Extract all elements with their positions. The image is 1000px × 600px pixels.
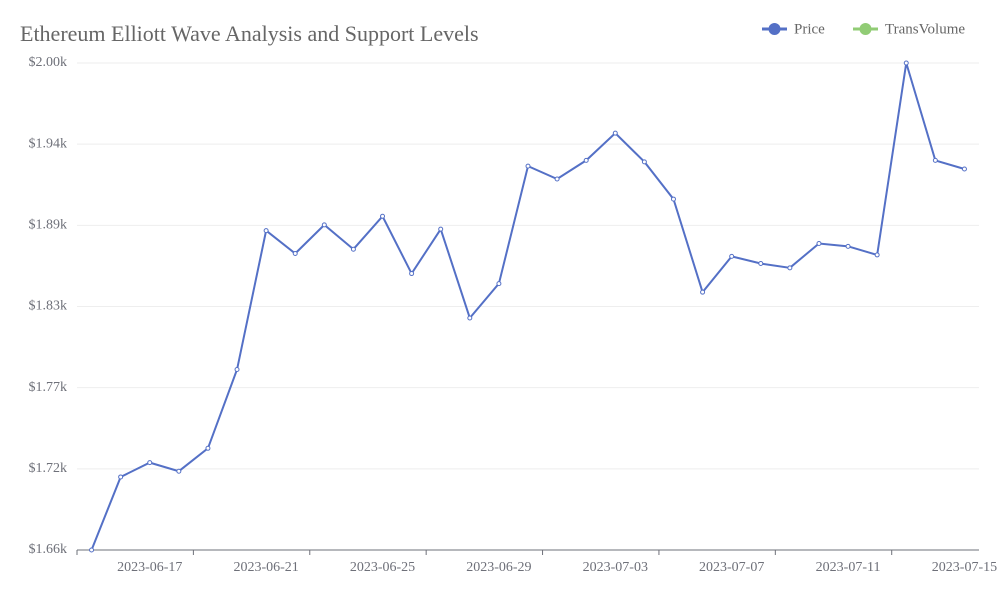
x-tick-label: 2023-06-21 [233, 560, 298, 575]
point [874, 252, 880, 258]
point [321, 222, 327, 228]
point [234, 367, 240, 373]
point [787, 265, 793, 271]
x-tick-label: 2023-06-25 [350, 560, 415, 575]
point [583, 157, 589, 163]
point [380, 213, 386, 219]
point [961, 166, 967, 172]
legend-label[interactable]: TransVolume [885, 21, 965, 37]
point [554, 176, 560, 182]
legend-dot[interactable] [859, 23, 872, 35]
point [729, 253, 735, 259]
y-tick-label: $1.66k [29, 542, 68, 557]
x-tick-label: 2023-07-07 [699, 560, 764, 575]
point [118, 474, 124, 480]
point [670, 196, 676, 202]
point [816, 240, 822, 246]
point [147, 460, 153, 466]
y-tick-label: $1.77k [29, 380, 68, 395]
point [903, 60, 909, 66]
legend-label[interactable]: Price [794, 21, 825, 37]
point [932, 157, 938, 163]
x-tick-label: 2023-07-11 [816, 560, 881, 575]
point [350, 246, 356, 252]
y-tick-label: $1.89k [29, 218, 68, 233]
y-tick-label: $1.94k [29, 136, 68, 151]
point [89, 547, 95, 553]
chart-title: Ethereum Elliott Wave Analysis and Suppo… [20, 21, 479, 46]
x-tick-label: 2023-07-03 [583, 560, 648, 575]
point [845, 243, 851, 249]
point [525, 163, 531, 169]
point [409, 271, 415, 277]
point [641, 159, 647, 165]
y-tick-label: $1.72k [29, 461, 68, 476]
point [292, 251, 298, 257]
y-tick-label: $2.00k [29, 55, 68, 70]
point [438, 226, 444, 232]
point [467, 315, 473, 321]
x-tick-label: 2023-06-29 [466, 560, 531, 575]
x-tick-label: 2023-07-15 [932, 560, 997, 575]
point [758, 261, 764, 267]
point [612, 130, 618, 136]
point [700, 289, 706, 295]
y-tick-label: $1.83k [29, 299, 68, 314]
x-tick-label: 2023-06-17 [117, 560, 182, 575]
point [496, 281, 502, 287]
legend-dot[interactable] [768, 23, 781, 35]
point [205, 445, 211, 451]
point [176, 468, 182, 474]
point [263, 228, 269, 234]
